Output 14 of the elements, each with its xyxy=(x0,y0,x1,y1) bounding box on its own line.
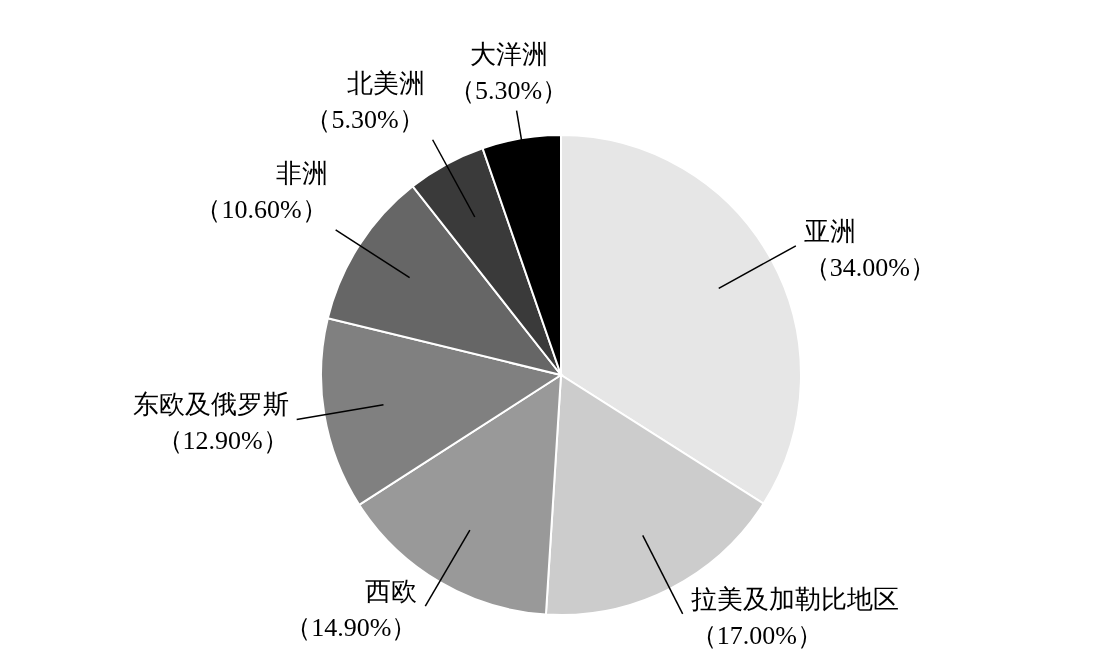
data-label: （10.60%） xyxy=(195,194,328,224)
data-label: （14.90%） xyxy=(285,613,418,643)
slice-label: 大洋洲 xyxy=(469,39,548,69)
data-label: （12.90%） xyxy=(156,426,289,456)
data-label: （17.00%） xyxy=(690,620,823,650)
slice-label: 非洲 xyxy=(275,158,328,188)
data-label: （5.30%） xyxy=(449,75,569,105)
data-label: （5.30%） xyxy=(305,104,425,134)
slice-label: 西欧 xyxy=(365,577,418,607)
slice-label: 北美洲 xyxy=(346,68,425,98)
data-label: （34.00%） xyxy=(803,252,937,282)
slice-label: 东欧及俄罗斯 xyxy=(132,390,289,420)
slice-label: 拉美及加勒比地区 xyxy=(690,584,899,614)
slice-label: 亚洲 xyxy=(803,216,856,246)
